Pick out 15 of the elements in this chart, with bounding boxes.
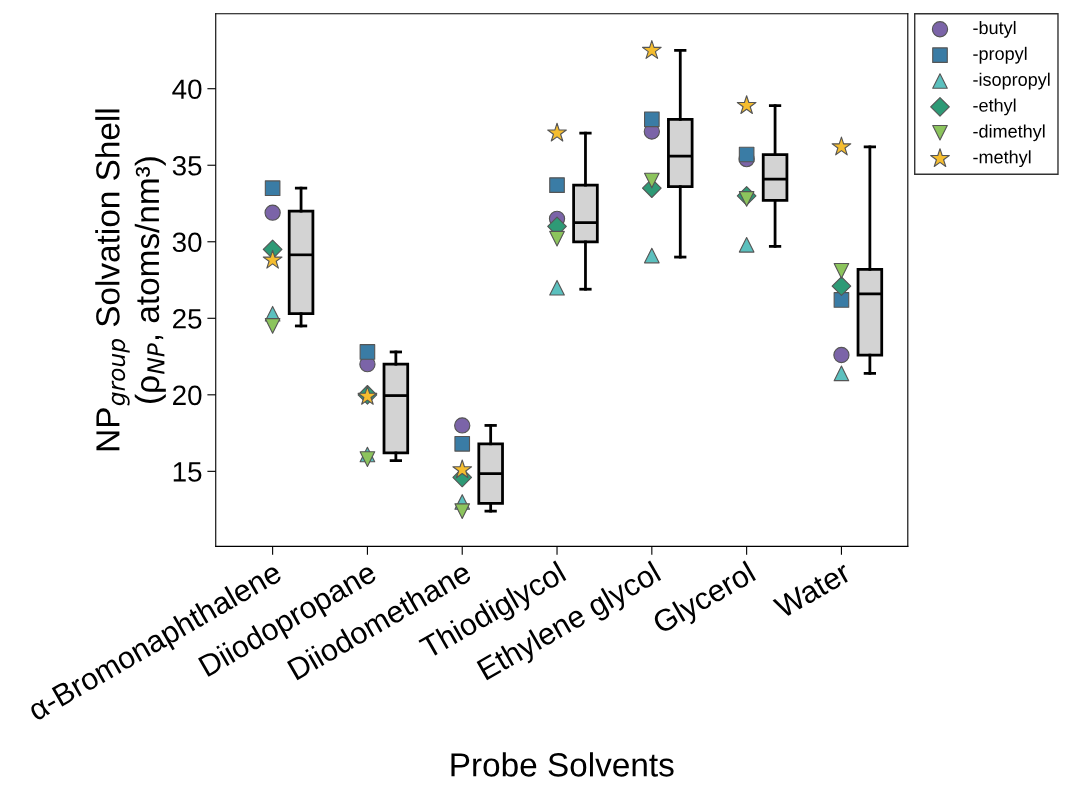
legend-label: -dimethyl: [973, 124, 1045, 142]
x-tick-label: Water: [772, 560, 853, 620]
legend-label: -ethyl: [973, 98, 1016, 116]
legend-label: -methyl: [973, 150, 1031, 168]
y-tick-label: 35: [172, 155, 202, 176]
legend-label: -isopropyl: [973, 72, 1050, 90]
x-axis-title: Probe Solvents: [451, 752, 674, 777]
text: NP$_{group}$ Solvation Shell (ρ$_{NP}$, atoms/nm³): [95, 109, 166, 451]
legend-label: -butyl: [973, 20, 1016, 38]
y-tick-label: 40: [172, 79, 202, 100]
y-tick-label: 15: [173, 462, 202, 482]
legend-label: -propyl: [973, 46, 1027, 64]
y-tick-label: 25: [173, 308, 202, 329]
y-tick-label: 20: [173, 385, 202, 406]
y-tick-label: 30: [172, 232, 202, 253]
